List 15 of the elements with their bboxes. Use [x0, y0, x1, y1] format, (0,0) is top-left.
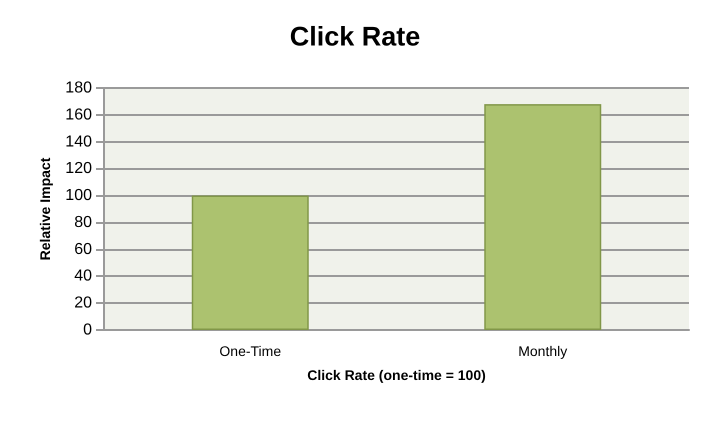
y-tick-label: 40 — [74, 268, 92, 285]
y-tick-label: 0 — [83, 322, 92, 338]
y-tick-label: 140 — [65, 133, 92, 150]
y-tick-label: 180 — [65, 80, 92, 96]
x-axis-title: Click Rate (one-time = 100) — [307, 367, 486, 383]
chart-title: Click Rate — [290, 22, 420, 52]
y-tick-label: 60 — [74, 240, 92, 258]
y-tick-label: 80 — [74, 214, 92, 231]
x-tick-label: Monthly — [518, 343, 568, 359]
y-tick-label: 100 — [65, 187, 92, 204]
y-tick-label: 20 — [74, 294, 92, 312]
y-tick-label: 160 — [65, 106, 92, 124]
x-tick-label: One-Time — [219, 343, 282, 359]
y-axis-title: Relative Impact — [37, 157, 53, 260]
y-tick-label: 120 — [65, 160, 92, 178]
